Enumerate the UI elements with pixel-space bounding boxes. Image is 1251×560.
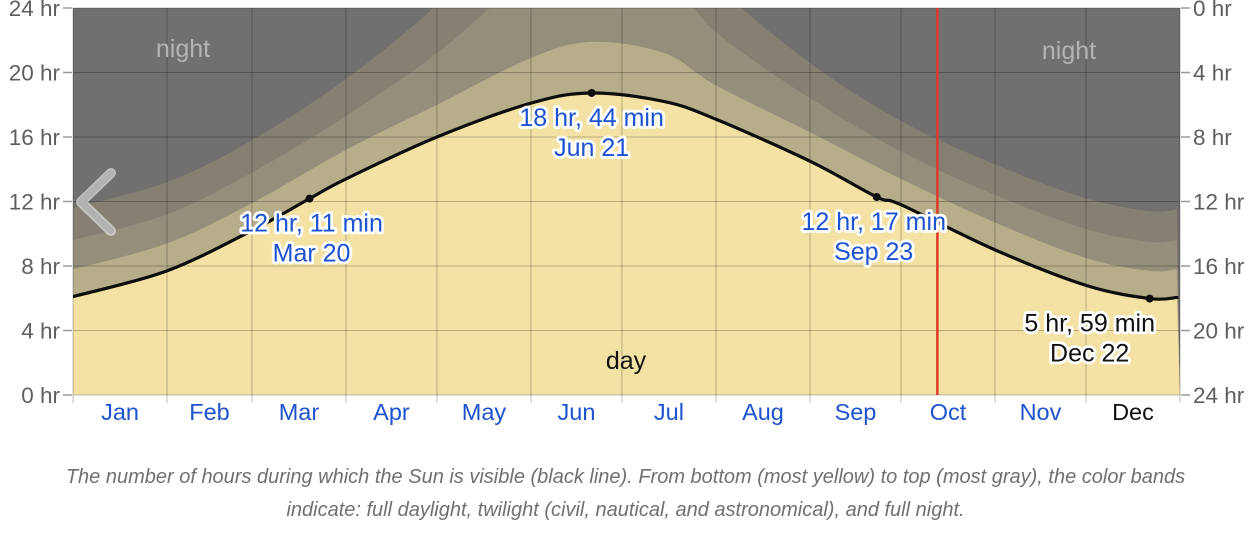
x-axis-month-label: May [462, 399, 507, 425]
region-label-day: day [606, 347, 647, 375]
x-axis-month-label: Jul [654, 399, 684, 425]
y-axis-left-label: 4 hr [21, 319, 60, 344]
annotation-text: Dec 22 [1050, 340, 1129, 368]
x-axis-month-label: Dec [1112, 399, 1154, 425]
chevron-left-icon[interactable] [77, 169, 115, 235]
gridlines [72, 7, 1181, 403]
x-axis-month-label: Mar [279, 399, 320, 425]
y-axis-left-label: 24 hr [9, 0, 61, 21]
chart-caption: The number of hours during which the Sun… [65, 466, 1186, 522]
x-axis-month-label: Nov [1020, 399, 1062, 425]
annotation-text: 18 hr, 44 min [519, 104, 664, 132]
x-axis-month-label: Oct [930, 399, 967, 425]
y-axis-right-label: 20 hr [1193, 319, 1245, 344]
y-axis-left-label: 0 hr [21, 383, 60, 408]
band-full-daylight [73, 92, 1180, 395]
x-axis-month-label: Apr [373, 399, 410, 425]
y-axis-left-label: 20 hr [9, 61, 61, 86]
annotation-text: 12 hr, 17 min [801, 208, 946, 236]
annotation-text: Mar 20 [273, 240, 351, 268]
twilight-bands [73, 8, 1180, 395]
y-axis-right-label: 12 hr [1193, 190, 1245, 215]
y-axis-left-label: 16 hr [9, 125, 61, 150]
solstice-equinox-dot [587, 88, 596, 97]
y-axis-right-label: 0 hr [1193, 0, 1232, 21]
y-axis-left-label: 8 hr [21, 254, 60, 279]
x-axis-month-label: Aug [742, 399, 784, 425]
previous-period-button[interactable] [76, 168, 116, 236]
solstice-equinox-dot [872, 192, 881, 201]
region-label-night: night [1042, 37, 1096, 65]
x-axis-month-label: Feb [189, 399, 230, 425]
annotation-text: Jun 21 [554, 134, 629, 162]
sun-visibility-line [73, 91, 1179, 301]
annotation-text: Sep 23 [834, 238, 913, 266]
x-axis-month-label: Jun [558, 399, 596, 425]
y-axis-left-label: 12 hr [9, 190, 61, 215]
daylight-hours-widget: 24 hr 20 hr 16 hr 12 hr 8 hr 4 hr 0 hr 0 hr 4 hr… [9, 0, 1245, 522]
x-axis-month-label: Jan [101, 399, 139, 425]
y-axis-right-label: 4 hr [1193, 61, 1232, 86]
annotation-text: 5 hr, 59 min [1024, 310, 1155, 338]
annotation-text: 12 hr, 11 min [240, 210, 383, 238]
solstice-equinox-dot [1145, 294, 1154, 303]
y-axis-right-label: 24 hr [1193, 383, 1245, 408]
solstice-equinox-dot [305, 194, 314, 203]
daylight-chart: 24 hr 20 hr 16 hr 12 hr 8 hr 4 hr 0 hr 0 hr 4 hr… [9, 0, 1245, 425]
y-axis-right-label: 16 hr [1193, 254, 1245, 279]
x-axis-month-label: Sep [835, 399, 877, 425]
region-label-night: night [156, 35, 210, 63]
axis-ticks [63, 7, 1190, 396]
y-axis-right-label: 8 hr [1193, 125, 1232, 150]
